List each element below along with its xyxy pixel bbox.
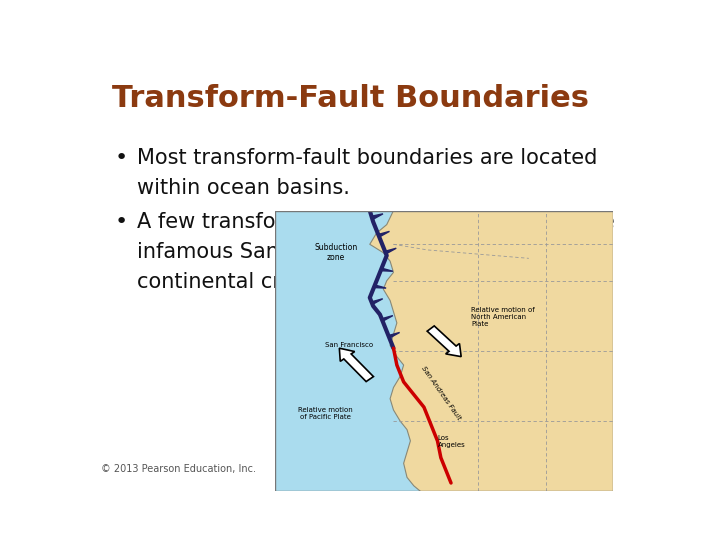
- Bar: [275, 211, 613, 491]
- Text: Most transform-fault boundaries are located: Most transform-fault boundaries are loca…: [138, 148, 598, 168]
- Text: Los
Angeles: Los Angeles: [438, 435, 465, 448]
- Polygon shape: [372, 214, 383, 220]
- Polygon shape: [382, 315, 393, 321]
- Polygon shape: [388, 333, 400, 338]
- Text: •: •: [115, 148, 128, 168]
- Text: •: •: [115, 212, 128, 232]
- Polygon shape: [381, 268, 393, 271]
- Text: Relative motion
of Pacific Plate: Relative motion of Pacific Plate: [298, 407, 354, 420]
- Text: continental crust.: continental crust.: [138, 272, 320, 292]
- FancyArrow shape: [427, 326, 461, 356]
- Text: © 2013 Pearson Education, Inc.: © 2013 Pearson Education, Inc.: [101, 464, 256, 474]
- Text: within ocean basins.: within ocean basins.: [138, 178, 351, 198]
- Text: San Francisco: San Francisco: [325, 342, 373, 348]
- Text: Transform-Fault Boundaries: Transform-Fault Boundaries: [112, 84, 589, 112]
- Polygon shape: [374, 285, 386, 288]
- Polygon shape: [372, 299, 383, 305]
- Text: Relative motion of
North American
Plate: Relative motion of North American Plate: [472, 307, 535, 327]
- Text: infamous San Andreas Fault, cut through: infamous San Andreas Fault, cut through: [138, 242, 562, 262]
- Polygon shape: [370, 211, 613, 491]
- Text: (a): (a): [426, 458, 443, 471]
- Text: San Andreas Fault: San Andreas Fault: [420, 365, 462, 421]
- Polygon shape: [378, 231, 390, 237]
- Polygon shape: [385, 248, 396, 254]
- Text: A few transform-fault boundaries, such as the: A few transform-fault boundaries, such a…: [138, 212, 615, 232]
- FancyArrow shape: [339, 348, 374, 382]
- Text: Subduction
zone: Subduction zone: [315, 243, 358, 262]
